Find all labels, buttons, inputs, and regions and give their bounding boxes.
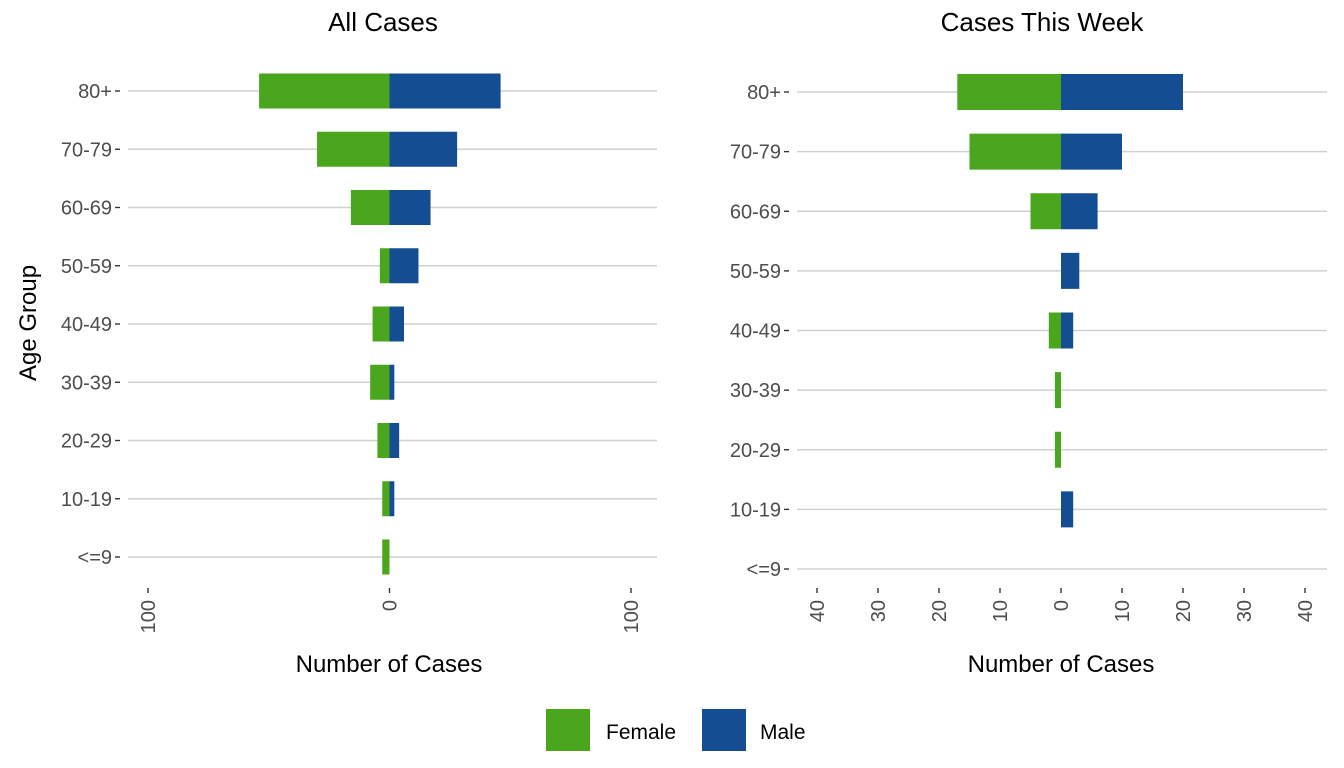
bar-male — [389, 190, 431, 225]
y-tick-label: 50-59 — [730, 261, 781, 283]
bar-male — [389, 131, 458, 167]
y-tick-label: 10-19 — [730, 499, 781, 521]
x-tick-label: 20 — [929, 600, 951, 622]
bar-female — [1030, 193, 1061, 230]
y-tick-label: 30-39 — [61, 372, 112, 394]
y-axis-label: Age Group — [15, 265, 42, 381]
bar-female — [382, 539, 390, 575]
y-tick-label: <=9 — [78, 547, 112, 569]
bar-male — [1061, 252, 1080, 289]
bar-female — [957, 74, 1061, 110]
bar-female — [317, 131, 390, 167]
y-tick-label: 50-59 — [61, 256, 112, 278]
x-tick-label: 30 — [868, 600, 890, 622]
y-tick-label: 20-29 — [61, 431, 112, 453]
bar-male — [389, 248, 419, 284]
bar-male — [1061, 74, 1183, 110]
y-tick-label: 20-29 — [730, 440, 781, 462]
bar-female — [372, 306, 390, 342]
y-tick-label: 70-79 — [730, 142, 781, 164]
bar-female — [969, 133, 1061, 170]
bar-female — [1048, 312, 1061, 349]
x-axis-label: Number of Cases — [968, 651, 1155, 678]
y-tick-label: 60-69 — [730, 201, 781, 223]
bar-female — [1054, 372, 1061, 409]
legend-label-male: Male — [760, 721, 806, 744]
bar-female — [259, 73, 390, 109]
x-tick-label: 0 — [1051, 600, 1073, 611]
legend: Female Male — [546, 709, 806, 751]
bar-female — [382, 481, 390, 517]
bar-male — [1061, 133, 1122, 170]
bar-male — [1061, 491, 1074, 528]
bar-female — [379, 248, 390, 284]
bar-male — [389, 306, 404, 342]
legend-label-female: Female — [606, 721, 676, 744]
y-tick-label: 40-49 — [61, 314, 112, 336]
bar-male — [389, 73, 501, 109]
x-tick-label: 10 — [1112, 600, 1134, 622]
bar-male — [1061, 312, 1074, 349]
x-tick-label: 40 — [807, 600, 829, 622]
x-tick-label: 30 — [1234, 600, 1256, 622]
chart-title-this-week: Cases This Week — [941, 7, 1145, 37]
y-tick-label: 80+ — [78, 81, 112, 103]
legend-swatch-female — [546, 709, 590, 751]
bar-male — [389, 423, 400, 458]
panel-all-cases: All Cases <=9 10-19 20-29 30-39 40-49 50-59 60-… — [61, 7, 657, 678]
bar-male — [389, 364, 395, 400]
bar-female — [1054, 431, 1061, 468]
x-tick-label: 20 — [1173, 600, 1195, 622]
y-tick-label: 30-39 — [730, 380, 781, 402]
bar-female — [350, 190, 390, 225]
x-tick-label: 0 — [380, 600, 402, 611]
y-tick-label: 40-49 — [730, 321, 781, 343]
y-tick-label: 60-69 — [61, 198, 112, 220]
legend-swatch-male — [702, 709, 746, 751]
y-tick-label: <=9 — [747, 559, 781, 581]
bar-female — [370, 364, 390, 400]
chart-title-all-cases: All Cases — [328, 7, 438, 37]
y-tick-label: 10-19 — [61, 489, 112, 511]
x-axis-label: Number of Cases — [296, 651, 483, 678]
x-tick-label: 100 — [621, 600, 643, 633]
bar-male — [389, 481, 395, 517]
y-tick-label: 70-79 — [61, 139, 112, 161]
panel-cases-this-week: Cases This Week <=9 10-19 20-29 30-39 40-49 50… — [730, 7, 1327, 678]
y-tick-label: 80+ — [747, 82, 781, 104]
bar-male — [1061, 193, 1098, 230]
x-tick-label: 100 — [138, 600, 160, 633]
x-tick-label: 10 — [990, 600, 1012, 622]
x-tick-label: 40 — [1295, 600, 1317, 622]
bar-female — [377, 423, 390, 458]
